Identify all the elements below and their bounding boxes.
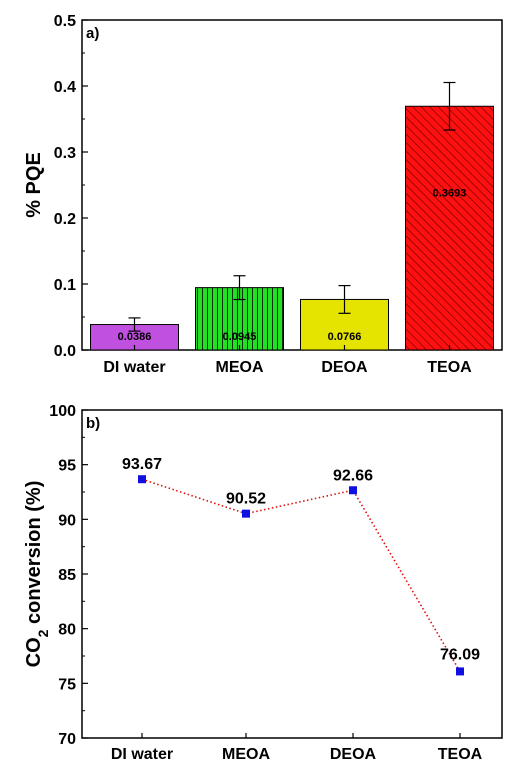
panel-a-y-tick-label: 0.0 (54, 343, 76, 360)
panel-a-bar-value-label: 0.0945 (223, 331, 257, 343)
panel-a-y-axis-label: % PQE (23, 152, 45, 218)
panel-b-x-tick-label: MEOA (222, 746, 270, 763)
panel-b-series-polyline (141, 478, 461, 672)
panel-a-bars: 0.0386 0.0945 0.0766 0.3693 (90, 81, 494, 351)
panel-b-co2-chart: b) CO2 conversion (%) 70 75 80 85 90 95 100 93… (23, 403, 503, 763)
panel-a-y-tick-label: 0.2 (54, 211, 76, 228)
panel-b-y-tick-label: 85 (58, 567, 76, 584)
panel-b-series-line (141, 478, 461, 672)
panel-a-pqe-chart: a) % PQE 0.0 0.1 0.2 0.3 0.4 0.5 0.0386 0.0945… (23, 13, 503, 376)
panel-b-x-tick-label: DI water (111, 746, 173, 763)
panel-a-y-tick-label: 0.4 (54, 79, 76, 96)
panel-b-y-ticks: 70 75 80 85 90 95 100 (49, 403, 88, 748)
panel-a-x-ticks: DI water MEOA DEOA TEOA (103, 345, 472, 376)
panel-b-y-tick-label: 70 (58, 731, 76, 748)
panel-b-y-tick-label: 90 (58, 512, 76, 529)
panel-b-data-point (138, 475, 146, 484)
panel-b-data-point (242, 509, 250, 518)
panel-b-y-axis-label-sub: 2 (35, 629, 51, 637)
panel-b-points: 93.67 90.52 92.66 76.09 (122, 456, 480, 676)
panel-a-label: a) (86, 25, 99, 42)
panel-a-bar-value-label: 0.0386 (118, 331, 152, 343)
panel-b-y-tick-label: 95 (58, 458, 76, 475)
panel-b-y-tick-label: 75 (58, 676, 76, 693)
panel-b-y-axis-label: CO2 conversion (%) (23, 481, 51, 668)
panel-b-point-value-label: 90.52 (226, 491, 266, 508)
panel-a-x-tick-label: TEOA (427, 359, 472, 376)
panel-b-point-value-label: 93.67 (122, 456, 162, 473)
panel-a-x-tick-label: DEOA (321, 359, 368, 376)
panel-a-y-ticks: 0.0 0.1 0.2 0.3 0.4 0.5 (54, 13, 88, 360)
panel-a-bar-value-label: 0.0766 (328, 331, 362, 343)
panel-b-y-tick-label: 100 (49, 403, 76, 420)
panel-a-x-tick-label: DI water (103, 359, 165, 376)
panel-b-y-axis-label-main: CO (23, 637, 45, 667)
panel-a-y-tick-label: 0.1 (54, 277, 76, 294)
panel-b-label: b) (86, 415, 100, 432)
panel-b-data-point (349, 486, 357, 495)
panel-a-bar-value-label: 0.3693 (433, 187, 467, 199)
panel-b-x-tick-label: TEOA (438, 746, 483, 763)
panel-b-y-tick-label: 80 (58, 622, 76, 639)
panel-b-point-value-label: 76.09 (440, 646, 480, 663)
panel-b-y-axis-label-rest: conversion (%) (23, 481, 45, 630)
panel-a-y-tick-label: 0.3 (54, 145, 76, 162)
panel-b-x-tick-label: DEOA (330, 746, 377, 763)
panel-b-point-value-label: 92.66 (333, 467, 373, 484)
panel-a-bar-hatch (405, 106, 494, 351)
panel-b-x-ticks: DI water MEOA DEOA TEOA (111, 733, 483, 763)
panel-a-x-tick-label: MEOA (216, 359, 264, 376)
panel-b-data-point (456, 667, 464, 676)
panel-a-y-tick-label: 0.5 (54, 13, 76, 30)
